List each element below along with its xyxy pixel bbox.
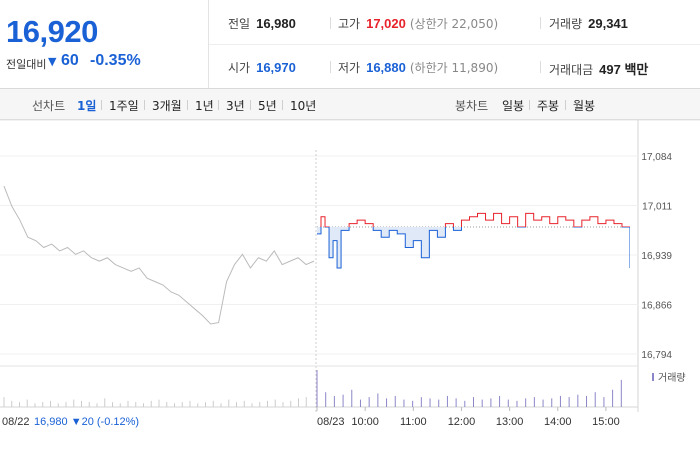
tab-5y[interactable]: 5년 [258,99,277,113]
stat-open: 시가 16,970 [228,59,296,76]
divider [540,61,541,73]
stat-volume: 거래량 29,341 [549,15,628,32]
divider [218,100,219,110]
y-tick-label: 16,939 [641,251,672,262]
tab-3y[interactable]: 3년 [226,99,245,113]
x-axis: 08/22 16,980 ▼20 (-0.12%) 08/23 10:00 11:00 1… [2,407,620,428]
x-tick-label: 10:00 [351,416,379,428]
x-tick-label: 13:00 [496,416,524,428]
x-tick-label: 11:00 [400,416,427,428]
stat-label: 저가 [338,61,361,75]
today-line-up [320,212,630,228]
chart-grid [0,120,639,412]
prev-day-line [3,185,315,325]
tab-3m[interactable]: 3개월 [152,99,182,113]
row-divider [209,44,700,45]
prev-day-note: 16,980 ▼20 (-0.12%) [34,416,139,428]
stat-label: 전일 [228,17,251,31]
volume-legend-swatch [652,373,654,381]
price-box: 16,920 전일대비 ▼ 60 -0.35% [0,0,209,88]
x-tick-label: 08/23 [317,416,345,428]
stat-label: 시가 [228,61,251,75]
divider [330,61,331,73]
divider [565,100,566,110]
down-fill-area [317,227,630,268]
volume-legend-label: 거래량 [658,372,686,384]
candle-chart-label: 봉차트 [455,99,489,113]
divider [187,100,188,110]
x-tick-label: 12:00 [448,416,476,428]
tab-1w[interactable]: 1주일 [109,99,139,113]
upper-limit: (상한가 22,050) [409,17,499,31]
stat-label: 고가 [338,17,361,31]
chart-tabs: 선차트 1일 1주일 3개월 1년 3년 5년 10년 봉차트 일봉 주봉 월봉 [0,89,700,120]
line-chart-label: 선차트 [32,99,66,113]
y-tick-label: 17,084 [641,152,672,163]
lower-limit: (하한가 11,890) [409,61,499,75]
y-axis: 17,084 17,011 16,939 16,866 16,794 [641,152,672,361]
intraday-chart: 17,084 17,011 16,939 16,866 16,794 거래량 08/22… [0,120,700,428]
tab-weekly[interactable]: 주봉 [537,99,560,113]
current-price: 16,920 [6,14,98,49]
stat-value: 16,980 [256,16,296,31]
diff-value: 60 [61,52,79,69]
stat-amount: 거래대금 497 백만 [549,59,648,78]
divider [540,17,541,29]
tab-monthly[interactable]: 월봉 [573,99,596,113]
diff-percent: -0.35% [90,52,141,69]
divider [282,100,283,110]
stat-low: 저가 16,880 (하한가 11,890) [338,59,498,76]
x-tick-label: 08/22 [2,416,30,428]
x-tick-label: 15:00 [592,416,620,428]
stock-summary: 16,920 전일대비 ▼ 60 -0.35% 전일 16,980 고가 17,02… [0,0,700,89]
divider [529,100,530,110]
today-line-down [317,227,630,269]
stat-prev-close: 전일 16,980 [228,15,296,32]
tab-1y[interactable]: 1년 [195,99,214,113]
down-arrow-icon: ▼ [48,55,57,68]
tab-1d[interactable]: 1일 [77,99,97,113]
diff-label: 전일대비 [6,58,47,71]
y-tick-label: 16,866 [641,301,672,312]
y-tick-label: 16,794 [641,350,672,361]
tab-10y[interactable]: 10년 [290,99,317,113]
divider [330,17,331,29]
volume-plot: 거래량 [0,365,686,408]
stat-value: 29,341 [588,16,628,31]
stat-value: 16,970 [256,60,296,75]
x-tick-label: 14:00 [544,416,572,428]
stat-value: 17,020 [366,16,406,31]
tab-daily[interactable]: 일봉 [502,99,525,113]
divider [144,100,145,110]
stat-label: 거래량 [549,17,583,31]
stat-value: 16,880 [366,60,406,75]
divider [250,100,251,110]
stat-label: 거래대금 [549,63,594,77]
stat-value: 497 백만 [599,62,649,77]
price-plot [3,185,630,325]
divider [101,100,102,110]
y-tick-label: 17,011 [642,202,672,213]
stat-high: 고가 17,020 (상한가 22,050) [338,15,498,32]
